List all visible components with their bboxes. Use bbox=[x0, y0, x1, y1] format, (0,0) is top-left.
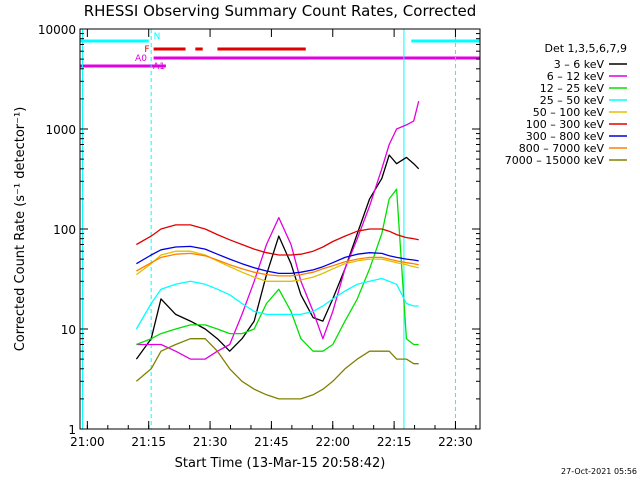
x-tick-label: 22:30 bbox=[438, 435, 473, 449]
x-tick-label: 22:15 bbox=[377, 435, 412, 449]
series-line-1 bbox=[136, 100, 420, 360]
legend-label-3: 25 – 50 keV bbox=[540, 94, 605, 107]
legend-label-7: 800 – 7000 keV bbox=[519, 142, 605, 155]
x-tick-label: 21:15 bbox=[131, 435, 166, 449]
legend-label-1: 6 – 12 keV bbox=[547, 70, 605, 83]
x-tick-label: 21:45 bbox=[254, 435, 289, 449]
y-tick-label: 1000 bbox=[45, 123, 76, 137]
legend-label-6: 300 – 800 keV bbox=[526, 130, 605, 143]
y-tick-label: 10 bbox=[61, 323, 76, 337]
series-line-7 bbox=[136, 252, 419, 277]
flag-label-a1: A1 bbox=[153, 62, 165, 72]
series-group bbox=[135, 100, 420, 400]
flag-label-n: N bbox=[154, 32, 161, 42]
y-tick-label: 1 bbox=[68, 423, 76, 437]
series-line-6 bbox=[136, 245, 419, 275]
plot-frame bbox=[79, 28, 481, 430]
series-line-8 bbox=[135, 338, 419, 400]
x-axis-label: Start Time (13-Mar-15 20:58:42) bbox=[175, 456, 386, 471]
legend-label-0: 3 – 6 keV bbox=[554, 58, 605, 71]
x-tick-label: 21:00 bbox=[70, 435, 105, 449]
y-tick-label: 100 bbox=[53, 223, 76, 237]
series-line-0 bbox=[135, 154, 420, 360]
y-axis-label: Corrected Count Rate (s⁻¹ detector⁻¹) bbox=[13, 107, 28, 352]
series-line-2 bbox=[136, 188, 419, 352]
flag-label-a0: A0 bbox=[135, 54, 147, 64]
legend-title: Det 1,3,5,6,7,9 bbox=[544, 42, 627, 55]
legend-label-4: 50 – 100 keV bbox=[533, 106, 605, 119]
x-tick-label: 22:00 bbox=[315, 435, 350, 449]
legend-label-8: 7000 – 15000 keV bbox=[505, 154, 605, 167]
flag-label-f: F bbox=[144, 45, 149, 55]
y-axis: 1 10 100 1000 10000 bbox=[38, 23, 480, 437]
chart-title: RHESSI Observing Summary Count Rates, Co… bbox=[84, 2, 477, 20]
y-tick-label: 10000 bbox=[38, 23, 76, 37]
x-axis: 21:00 21:15 21:30 21:45 22:00 22:15 22:30 bbox=[70, 29, 477, 449]
series-line-4 bbox=[136, 250, 419, 282]
legend-label-2: 12 – 25 keV bbox=[540, 82, 605, 95]
series-line-5 bbox=[136, 224, 419, 256]
legend-label-5: 100 – 300 keV bbox=[526, 118, 605, 131]
series-line-3 bbox=[135, 277, 419, 330]
x-tick-label: 21:30 bbox=[193, 435, 228, 449]
timestamp: 27-Oct-2021 05:56 bbox=[561, 467, 637, 476]
